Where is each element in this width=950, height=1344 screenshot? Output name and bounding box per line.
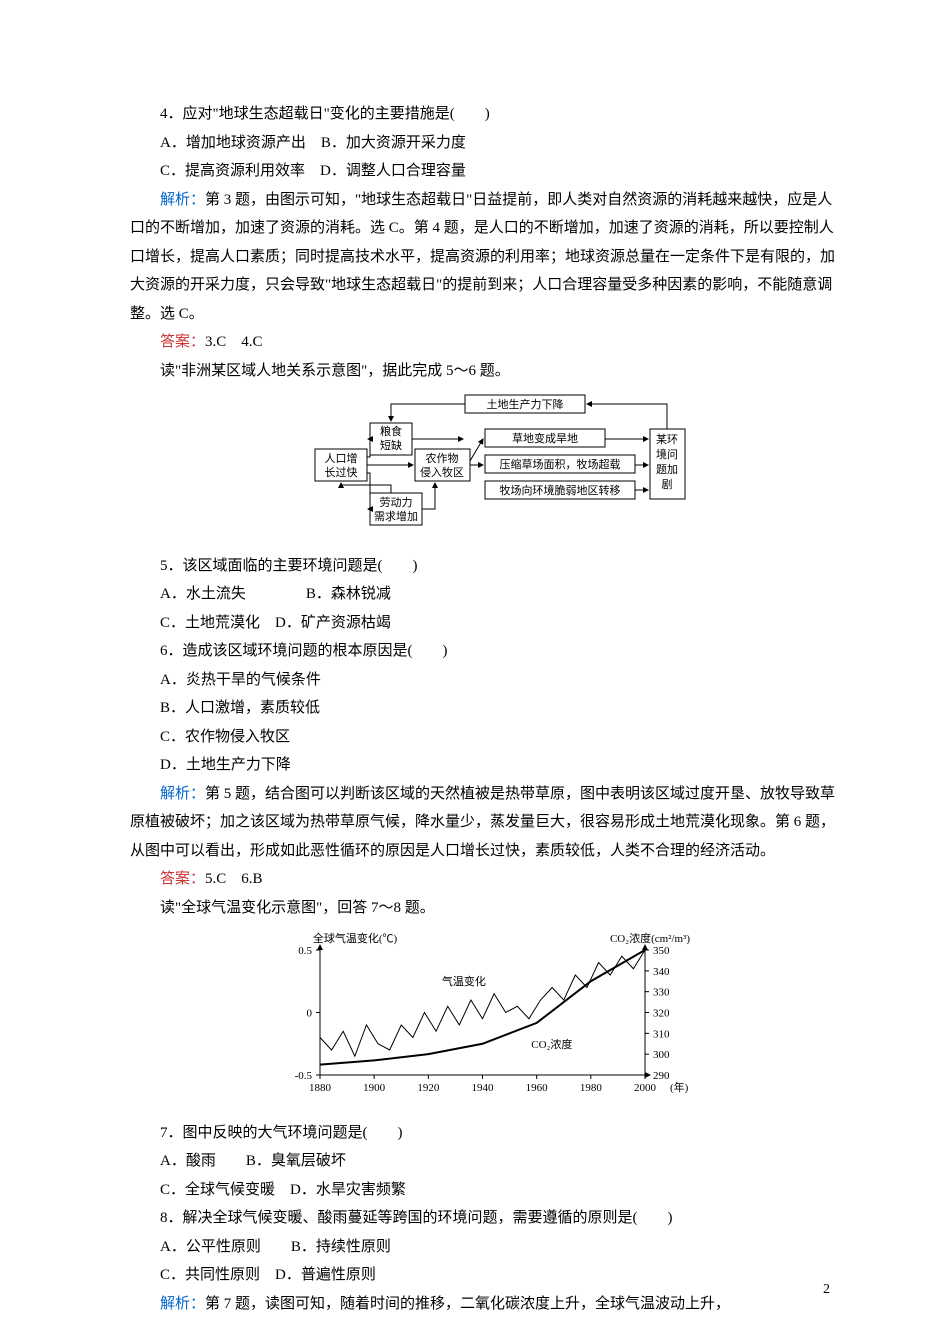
diag-move: 牧场向环境脆弱地区转移: [500, 483, 621, 497]
svg-text:CO₂浓度: CO₂浓度: [531, 1037, 572, 1051]
q7-stem: 7．图中反映的大气环境问题是( ): [130, 1119, 840, 1148]
q5-a: A．水土流失: [160, 586, 246, 602]
answer-56-text: 5.C 6.B: [205, 871, 263, 887]
svg-text:1920: 1920: [417, 1082, 440, 1094]
q4-d-text: D．调整人口合理容量: [320, 163, 466, 179]
diag-env3: 题加: [656, 463, 678, 476]
q8-b: B．持续性原则: [291, 1239, 391, 1255]
svg-text:2000: 2000: [634, 1082, 657, 1094]
q5-ab: A．水土流失 B．森林锐减: [130, 580, 840, 609]
q7-c: C．全球气候变暖: [160, 1182, 275, 1198]
analysis-56-label: 解析：: [160, 786, 205, 802]
analysis-34-label: 解析：: [160, 192, 205, 208]
page-number: 2: [823, 1277, 830, 1304]
svg-text:全球气温变化(℃): 全球气温变化(℃): [313, 931, 398, 945]
intro-56: 读"非洲某区域人地关系示意图"，据此完成 5～6 题。: [130, 357, 840, 386]
diag-env2: 境问: [656, 447, 678, 461]
answer-56-label: 答案：: [160, 871, 205, 887]
svg-text:1940: 1940: [472, 1082, 495, 1094]
answer-34: 答案：3.C 4.C: [130, 328, 840, 357]
q8-d: D．普遍性原则: [275, 1267, 376, 1283]
analysis-78: 解析：第 7 题，读图可知，随着时间的推移，二氧化碳浓度上升，全球气温波动上升，: [130, 1290, 840, 1319]
intro-78: 读"全球气温变化示意图"，回答 7～8 题。: [130, 894, 840, 923]
q6-c: C．农作物侵入牧区: [130, 723, 840, 752]
svg-text:320: 320: [653, 1008, 670, 1020]
q6-stem: 6．造成该区域环境问题的根本原因是( ): [130, 637, 840, 666]
diag-pop2: 长过快: [325, 466, 358, 479]
svg-text:1900: 1900: [363, 1082, 386, 1094]
q5-stem: 5．该区域面临的主要环境问题是( ): [130, 552, 840, 581]
analysis-34: 解析：第 3 题，由图示可知，"地球生态超载日"日益提前，即人类对自然资源的消耗…: [130, 186, 840, 329]
answer-34-text: 3.C 4.C: [205, 334, 263, 350]
chart-global-temp: 1880 1900 1920 1940 1960 1980 2000 (年) -0.5 0 0.5 2…: [130, 930, 840, 1111]
q4-a-text: A．增加地球资源产出: [160, 135, 306, 151]
q7-ab: A．酸雨 B．臭氧层破坏: [130, 1147, 840, 1176]
q5-d: D．矿产资源枯竭: [275, 615, 391, 631]
diag-grain1: 粮食: [380, 424, 402, 438]
diag-env1: 某环: [656, 433, 678, 446]
q8-ab: A．公平性原则 B．持续性原则: [130, 1233, 840, 1262]
svg-text:310: 310: [653, 1028, 670, 1040]
svg-text:1960: 1960: [526, 1082, 549, 1094]
svg-text:300: 300: [653, 1049, 670, 1061]
q8-a: A．公平性原则: [160, 1239, 261, 1255]
analysis-56-text: 第 5 题，结合图可以判断该区域的天然植被是热带草原，图中表明该区域过度开垦、放…: [130, 786, 835, 859]
analysis-78-label: 解析：: [160, 1296, 205, 1312]
diag-labor1: 劳动力: [380, 496, 413, 509]
q7-cd: C．全球气候变暖 D．水旱灾害频繁: [130, 1176, 840, 1205]
svg-text:340: 340: [653, 966, 670, 978]
analysis-34-text: 第 3 题，由图示可知，"地球生态超载日"日益提前，即人类对自然资源的消耗越来越…: [130, 192, 835, 322]
diag-labor2: 需求增加: [374, 509, 418, 523]
q5-cd: C．土地荒漠化 D．矿产资源枯竭: [130, 609, 840, 638]
svg-text:(年): (年): [670, 1080, 689, 1094]
svg-text:0: 0: [307, 1008, 313, 1020]
answer-34-label: 答案：: [160, 334, 205, 350]
q6-a: A．炎热干旱的气候条件: [130, 666, 840, 695]
q5-c: C．土地荒漠化: [160, 615, 260, 631]
svg-text:气温变化: 气温变化: [442, 974, 486, 988]
q7-b: B．臭氧层破坏: [246, 1153, 346, 1169]
svg-text:350: 350: [653, 945, 670, 957]
diag-crop2: 侵入牧区: [420, 465, 464, 479]
svg-text:330: 330: [653, 987, 670, 999]
diag-env4: 剧: [662, 478, 673, 491]
answer-56: 答案：5.C 6.B: [130, 865, 840, 894]
diag-top: 土地生产力下降: [487, 397, 564, 411]
diag-compress: 压缩草场面积，牧场超载: [500, 457, 621, 471]
q6-d: D．土地生产力下降: [130, 751, 840, 780]
svg-text:0.5: 0.5: [298, 945, 312, 957]
svg-text:1980: 1980: [580, 1082, 603, 1094]
diag-grain2: 短缺: [380, 438, 402, 452]
analysis-78-text: 第 7 题，读图可知，随着时间的推移，二氧化碳浓度上升，全球气温波动上升，: [205, 1296, 730, 1312]
q8-cd: C．共同性原则 D．普遍性原则: [130, 1261, 840, 1290]
svg-text:1880: 1880: [309, 1082, 332, 1094]
q4-opt-c: C．提高资源利用效率 D．调整人口合理容量: [130, 157, 840, 186]
q8-c: C．共同性原则: [160, 1267, 260, 1283]
diag-grass: 草地变成旱地: [512, 431, 578, 445]
diagram-human-land: 土地生产力下降 粮食 短缺 人口增 长过快 农作物 侵入牧区 草地变成旱地 压缩…: [130, 393, 840, 544]
q6-b: B．人口激增，素质较低: [130, 694, 840, 723]
q4-stem: 4．应对"地球生态超载日"变化的主要措施是( ): [130, 100, 840, 129]
svg-text:-0.5: -0.5: [295, 1070, 313, 1082]
q4-c-text: C．提高资源利用效率: [160, 163, 305, 179]
analysis-56: 解析：第 5 题，结合图可以判断该区域的天然植被是热带草原，图中表明该区域过度开…: [130, 780, 840, 866]
q5-b: B．森林锐减: [306, 586, 391, 602]
q7-d: D．水旱灾害频繁: [290, 1182, 406, 1198]
svg-text:CO₂浓度(cm²/m³): CO₂浓度(cm²/m³): [610, 931, 690, 945]
svg-text:290: 290: [653, 1070, 670, 1082]
q4-b-text: B．加大资源开采力度: [321, 135, 466, 151]
q7-a: A．酸雨: [160, 1153, 216, 1169]
q8-stem: 8．解决全球气候变暖、酸雨蔓延等跨国的环境问题，需要遵循的原则是( ): [130, 1204, 840, 1233]
q4-opt-a: A．增加地球资源产出 B．加大资源开采力度: [130, 129, 840, 158]
diag-pop1: 人口增: [325, 451, 358, 465]
diag-crop1: 农作物: [426, 451, 459, 465]
